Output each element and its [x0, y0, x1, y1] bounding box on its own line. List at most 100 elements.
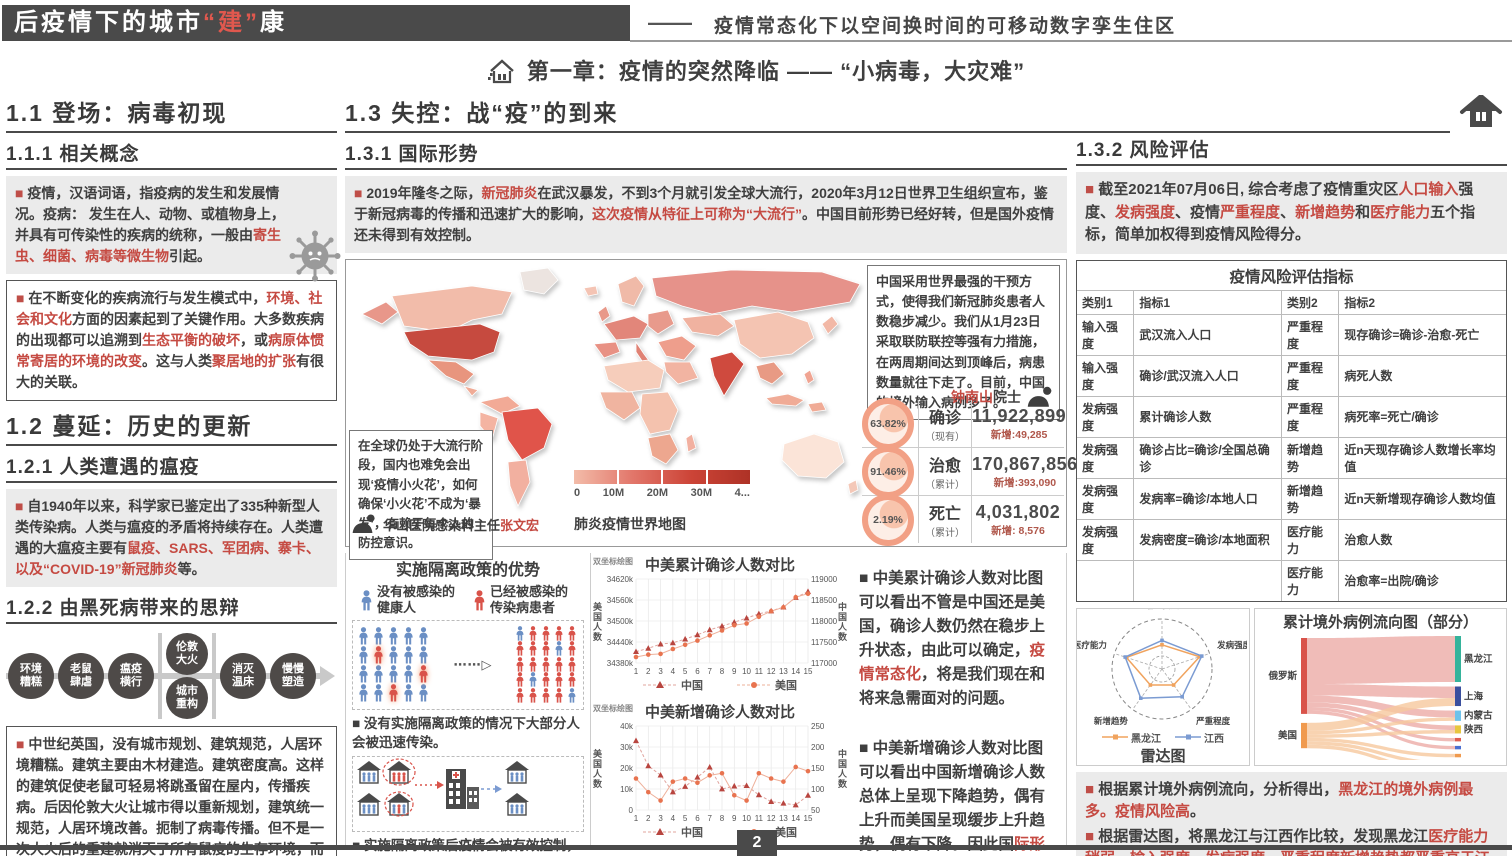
chapter-heading: 第一章：疫情的突然降临 —— “小病毒，大灾难” — [0, 54, 1512, 86]
risk-table-title: 疫情风险评估指标 — [1229, 268, 1354, 286]
svg-text:3: 3 — [658, 667, 663, 676]
divider — [6, 131, 337, 133]
divider — [6, 444, 337, 446]
svg-text:30k: 30k — [620, 743, 634, 752]
zhangwenhong-attribution: 华山医院感染科主任张文宏 — [351, 514, 539, 534]
table-cell: 现存确诊=确诊-治愈-死亡 — [1338, 313, 1506, 355]
header-dash: —— — [648, 10, 692, 35]
table-cell: 累计确诊人数 — [1133, 395, 1282, 437]
table-cell: 医疗能力 — [1280, 518, 1339, 560]
paragraph: ■ 疫情，汉语词语，指疫病的发生和发展情况。疫病： 发生在人、动物、或植物身上，… — [15, 185, 285, 264]
caption: ■ 没有实施隔离政策的情况下大部分人会被迅速传染。 — [352, 715, 580, 751]
timeline-node: 慢慢 塑造 — [270, 653, 316, 699]
svg-text:34500k: 34500k — [607, 617, 634, 626]
paragraph: ■ 截至2021年07月06日, 综合考虑了疫情重灾区人口输入强度、发病强度、疫… — [1085, 181, 1476, 243]
heading-1-2: 1.2 蔓延：历史的更新 — [6, 413, 253, 439]
legend-ticks: 0 10M 20M 30M 4... — [574, 487, 750, 499]
avatar-icon — [351, 514, 379, 534]
risk-analysis: ■ 根据累计境外病例流向，分析得出，黑龙江的境外病例最多。疫情风险高。 ■ 根据… — [1076, 771, 1507, 856]
table-cell: 类别2 — [1280, 289, 1339, 314]
virus-icon — [289, 230, 341, 282]
svg-text:3: 3 — [658, 814, 663, 823]
legend-item: 江西 — [1175, 730, 1224, 745]
isolation-diagram-svg — [357, 758, 571, 829]
radar-chart-panel: 输入强度发病强度严重程度新增趋势医疗能力黑龙江江西雷达图 — [1073, 600, 1252, 766]
quote-text: 中国采用世界最强的干预方式，使得我们新冠肺炎患者人数稳步减少。我们从1月23日采… — [876, 274, 1046, 410]
risk-charts-row: 输入强度发病强度严重程度新增趋势医疗能力黑龙江江西雷达图 累计境外病例流向图（部… — [1073, 600, 1507, 773]
stat-row: 2.19% 死亡 （累计） 4,031,802 新增: 8,576 — [862, 493, 1064, 546]
table-cell: 发病强度 — [1077, 477, 1134, 519]
svg-text:9: 9 — [732, 667, 737, 676]
quote-text: 在全球仍处于大流行阶段，国内也难免会出现‘疫情小火花’，如何确保‘小火花’不成为… — [358, 439, 484, 550]
svg-text:9: 9 — [732, 814, 737, 823]
paragraph: ■ 2019年隆冬之际，新冠肺炎在武汉暴发，不到3个月就引发全球大流行，2020… — [354, 185, 1054, 243]
table-cell: 发病强度 — [1077, 436, 1134, 478]
paragraph: ■ 自1940年以来，科学家已鉴定出了335种新型人类传染病。人类与瘟疫的矛盾将… — [15, 498, 323, 577]
risk-table-panel: 疫情风险评估指标 类别1 指标1 类别2 指标2 输入强度 武汉流入人口 严重程度 现存确诊=… — [1076, 259, 1507, 602]
plague-paragraph: ■ 自1940年以来，科学家已鉴定出了335种新型人类传染病。人类与瘟疫的矛盾将… — [6, 489, 337, 587]
table-cell: 新增趋势 — [1280, 436, 1339, 478]
arrow-icon — [320, 666, 335, 686]
svg-text:4: 4 — [671, 667, 676, 676]
svg-text:俄罗斯: 俄罗斯 — [1267, 669, 1297, 681]
mid-bottom-row: 实施隔离政策的优势 没有被感染的健康人 已经被感染的传染病患者 ⋯⋯▷ ■ 没有实… — [345, 553, 1067, 853]
paragraph: ■ 中世纪英国，没有城市规划、建筑规范，人居环境糟糕。建筑主要由木材建造。建筑密… — [16, 736, 324, 856]
svg-text:250: 250 — [811, 722, 825, 731]
svg-text:8: 8 — [720, 667, 725, 676]
svg-text:黑龙江: 黑龙江 — [1464, 653, 1493, 665]
svg-text:15: 15 — [804, 814, 813, 823]
heading-1-3: 1.3 失控：战“疫”的到来 — [345, 100, 619, 126]
heading-1-1-1: 1.1.1 相关概念 — [6, 144, 140, 165]
table-cell — [1133, 559, 1282, 601]
svg-text:13: 13 — [779, 667, 788, 676]
comparison-charts: 双坐标绘图 中美累计确诊人数对比 美国人数 中国人数 34380k 117000 34440… — [591, 553, 849, 849]
svg-text:2: 2 — [646, 814, 651, 823]
svg-text:陕西: 陕西 — [1464, 723, 1484, 735]
svg-text:34620k: 34620k — [607, 575, 634, 584]
svg-text:11: 11 — [755, 667, 764, 676]
svg-text:34380k: 34380k — [607, 659, 634, 668]
svg-text:10: 10 — [742, 814, 751, 823]
black-death-timeline: 环境 糟糕 老鼠 肆虐 瘟疫 横行 伦敦 大火 城市 重构 消灭 温床 慢慢 塑造 — [6, 630, 337, 722]
table-cell: 发病密度=确诊/本地面积 — [1133, 518, 1282, 560]
svg-text:上海: 上海 — [1464, 690, 1484, 702]
svg-text:7: 7 — [707, 667, 712, 676]
divider — [1076, 164, 1507, 166]
international-paragraph: ■ 2019年隆冬之际，新冠肺炎在武汉暴发，不到3个月就引发全球大流行，2020… — [345, 176, 1067, 253]
table-cell: 新增趋势 — [1280, 477, 1339, 519]
svg-text:输入强度: 输入强度 — [1145, 609, 1180, 610]
svg-text:医疗能力: 医疗能力 — [1077, 640, 1107, 650]
zhongnanshan-quote: 中国采用世界最强的干预方式，使得我们新冠肺炎患者人数稳步减少。我们从1月23日采… — [867, 265, 1060, 420]
table-cell: 类别1 — [1077, 289, 1134, 314]
world-map-panel: 0 10M 20M 30M 4... 肺炎疫情世界地图 中国采用世界最强的干预方式，使得… — [345, 259, 1077, 561]
svg-text:14: 14 — [791, 667, 800, 676]
paragraph: ■ 中美累计确诊人数对比图可以看出不管是中国还是美国，确诊人数仍然在稳步上升状态… — [859, 570, 1046, 708]
table-cell: 医疗能力 — [1280, 559, 1339, 601]
svg-text:6: 6 — [695, 667, 700, 676]
risk-paragraph: ■ 截至2021年07月06日, 综合考虑了疫情重灾区人口输入强度、发病强度、疫… — [1076, 172, 1507, 254]
table-cell: 发病强度 — [1077, 518, 1134, 560]
world-map — [361, 267, 861, 507]
svg-text:4: 4 — [671, 814, 676, 823]
svg-text:118000: 118000 — [811, 617, 838, 626]
covid-stats: 63.82% 确诊 （现有） 11,922,899 新增:49,285 91.46% 治愈（… — [862, 397, 1077, 546]
table-cell: 指标2 — [1338, 289, 1506, 314]
svg-text:34560k: 34560k — [607, 596, 634, 605]
table-cell: 严重程度 — [1280, 354, 1339, 396]
legend-item: 美国 — [737, 677, 797, 693]
header-subtitle: 疫情常态化下以空间换时间的可移动数字孪生住区 — [714, 16, 1177, 37]
table-cell: 指标1 — [1133, 289, 1282, 314]
section-1-1: 1.1 登场：病毒初现 1.1.1 相关概念 ■ 疫情，汉语词语，指疫病的发生和… — [6, 94, 341, 856]
quarantine-legend: 没有被感染的健康人 已经被感染的传染病患者 — [352, 584, 584, 617]
svg-text:118500: 118500 — [811, 596, 838, 605]
hospital-icon — [446, 768, 479, 809]
svg-text:0: 0 — [629, 806, 634, 815]
svg-text:14: 14 — [791, 814, 800, 823]
house-icon — [487, 59, 514, 84]
header-divider — [630, 40, 1512, 42]
divider — [345, 131, 1450, 133]
svg-text:117000: 117000 — [811, 659, 838, 668]
map-legend: 0 10M 20M 30M 4... — [574, 470, 750, 499]
table-cell: 发病率=确诊/本地人口 — [1133, 477, 1282, 519]
timeline-node: 老鼠 肆虐 — [58, 653, 104, 699]
